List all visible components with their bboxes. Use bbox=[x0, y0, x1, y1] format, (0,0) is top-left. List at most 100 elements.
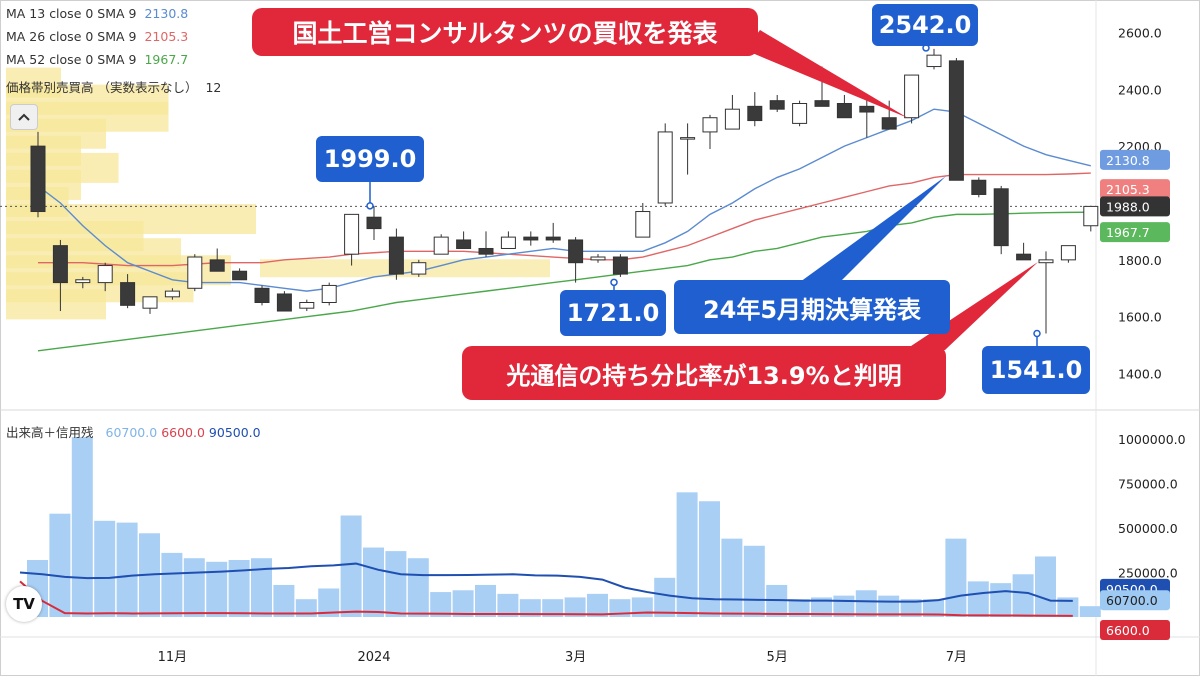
candle-body bbox=[299, 302, 315, 309]
legend-volume-label: 出来高＋信用残 bbox=[6, 425, 94, 440]
legend-ma52[interactable]: MA 52 close 0 SMA 9 1967.7 bbox=[6, 52, 188, 67]
candle-body bbox=[366, 216, 382, 230]
volume-bar bbox=[900, 599, 922, 617]
tradingview-logo[interactable]: TV bbox=[6, 586, 42, 622]
volume-bar bbox=[699, 501, 720, 617]
axis-tag-text: 2105.3 bbox=[1106, 182, 1150, 197]
collapse-button[interactable] bbox=[10, 104, 38, 130]
price-tick-label: 1600.0 bbox=[1118, 310, 1162, 325]
time-tick-label: 2024 bbox=[357, 650, 390, 665]
legend-ma52-label: MA 52 close 0 SMA 9 bbox=[6, 52, 137, 67]
candle-body bbox=[344, 213, 360, 255]
volume-bar bbox=[564, 597, 586, 617]
volume-bar bbox=[49, 513, 71, 617]
legend-volume-profile-label: 価格帯別売買高 （実数表示なし） bbox=[6, 80, 198, 95]
candle-body bbox=[680, 137, 696, 140]
volume-bar bbox=[94, 520, 116, 617]
label-1721: 1721.0 bbox=[560, 290, 666, 336]
candle-body bbox=[769, 100, 785, 110]
credit-lines bbox=[19, 562, 1073, 617]
volume-bar bbox=[273, 584, 295, 617]
volume-bar bbox=[363, 547, 384, 617]
legend-volume-v1: 60700.0 bbox=[105, 425, 158, 440]
legend-ma13[interactable]: MA 13 close 0 SMA 9 2130.8 bbox=[6, 6, 188, 21]
candles bbox=[30, 48, 1099, 334]
volume-bar bbox=[206, 561, 228, 617]
axis-tag-text: 60700.0 bbox=[1106, 593, 1158, 608]
time-tick-label: 5月 bbox=[767, 650, 788, 665]
label-2542: 2542.0 bbox=[872, 4, 978, 46]
volume-bar bbox=[945, 538, 967, 617]
volume-bar bbox=[542, 599, 564, 617]
volume-bar bbox=[1079, 606, 1101, 617]
candle-body bbox=[1038, 259, 1054, 264]
legend-ma13-label: MA 13 close 0 SMA 9 bbox=[6, 6, 137, 21]
credit-sell-line bbox=[19, 580, 1073, 617]
volume-bar bbox=[161, 552, 183, 617]
volume-tick-label: 250000.0 bbox=[1118, 565, 1178, 580]
volume-bar bbox=[788, 599, 810, 617]
candle-body bbox=[1083, 205, 1099, 227]
price-tick-label: 2600.0 bbox=[1118, 25, 1162, 40]
label-1999: 1999.0 bbox=[316, 136, 424, 182]
volume-tick-label: 750000.0 bbox=[1118, 476, 1178, 491]
candle-body bbox=[75, 279, 91, 284]
volume-bar bbox=[855, 590, 877, 617]
volume-profile-bar bbox=[6, 289, 106, 320]
candle-body bbox=[254, 287, 270, 303]
volume-bar bbox=[743, 545, 765, 617]
candle-body bbox=[881, 117, 897, 130]
candle-body bbox=[120, 282, 136, 306]
candle-body bbox=[97, 265, 113, 284]
candle-body bbox=[433, 236, 449, 255]
time-tick-label: 3月 bbox=[565, 650, 586, 665]
axis-tag bbox=[1100, 196, 1170, 217]
legend-ma26[interactable]: MA 26 close 0 SMA 9 2105.3 bbox=[6, 29, 188, 44]
axis-tag-text: 1988.0 bbox=[1106, 199, 1150, 214]
axis-tags: 2130.82105.31988.01967.790500.060700.066… bbox=[1100, 149, 1170, 640]
candle-body bbox=[859, 105, 875, 113]
candle-body bbox=[142, 296, 158, 309]
volume-bar bbox=[654, 577, 676, 617]
volume-bar bbox=[587, 593, 608, 617]
callout-earnings: 24年5月期決算発表 bbox=[674, 280, 950, 334]
volume-bar bbox=[811, 597, 832, 617]
label-1541: 1541.0 bbox=[982, 346, 1090, 394]
candle-body bbox=[52, 245, 68, 284]
candle-body bbox=[836, 103, 852, 119]
candle-body bbox=[993, 188, 1009, 247]
axis-tag bbox=[1100, 620, 1170, 640]
candle-body bbox=[724, 108, 740, 130]
price-tick-label: 1400.0 bbox=[1118, 367, 1162, 382]
volume-bar bbox=[967, 581, 989, 617]
volume-bar bbox=[676, 492, 698, 617]
arrow-earnings bbox=[800, 176, 946, 282]
legend-volume[interactable]: 出来高＋信用残 60700.0 6600.0 90500.0 bbox=[6, 422, 261, 441]
volume-bar bbox=[385, 551, 407, 617]
ma52-line bbox=[37, 211, 1091, 352]
candle-body bbox=[948, 60, 964, 181]
volume-bars bbox=[27, 437, 1101, 617]
arrow-acquisition bbox=[745, 30, 908, 118]
volume-bar bbox=[430, 592, 452, 617]
candle-body bbox=[814, 100, 830, 107]
legend-volume-profile[interactable]: 価格帯別売買高 （実数表示なし） 12 bbox=[6, 77, 221, 96]
logo-text: TV bbox=[13, 595, 35, 613]
volume-bar bbox=[990, 583, 1012, 617]
candle-body bbox=[904, 74, 920, 119]
candle-body bbox=[568, 239, 584, 264]
candle-body bbox=[612, 256, 628, 275]
candle-body bbox=[545, 236, 561, 241]
axis-tag bbox=[1100, 590, 1170, 611]
axis-tag-text: 2130.8 bbox=[1106, 153, 1150, 168]
axis-tag bbox=[1100, 179, 1170, 200]
price-label-dot bbox=[366, 202, 374, 210]
candle-body bbox=[657, 131, 673, 204]
volume-bar bbox=[1057, 597, 1079, 617]
volume-bar bbox=[71, 437, 93, 617]
volume-bar bbox=[340, 515, 362, 617]
volume-bar bbox=[497, 593, 519, 617]
candle-body bbox=[702, 117, 718, 133]
